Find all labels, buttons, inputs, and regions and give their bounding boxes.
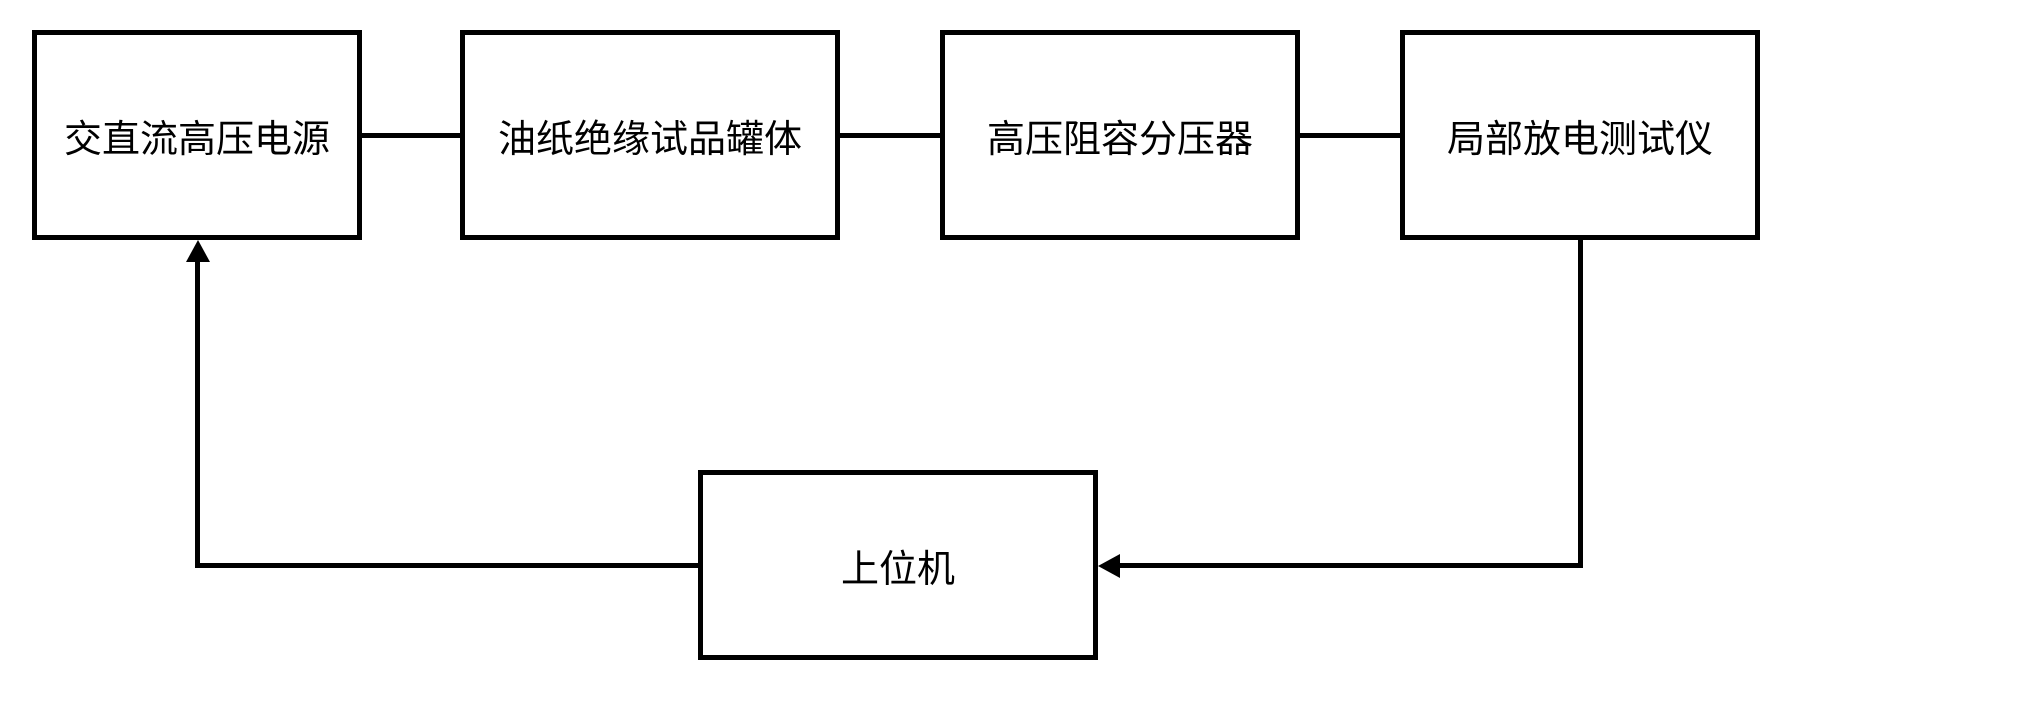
node-divider: 高压阻容分压器 [940,30,1300,240]
arrow-into-n1 [186,240,210,262]
edge-n5-n1-h [195,563,698,568]
arrow-into-n5 [1098,554,1120,578]
node-label: 局部放电测试仪 [1447,108,1713,163]
edge-n1-n2 [362,133,460,138]
diagram-canvas: 交直流高压电源 油纸绝缘试品罐体 高压阻容分压器 局部放电测试仪 上位机 [0,0,2024,720]
edge-n2-n3 [840,133,940,138]
node-power-supply: 交直流高压电源 [32,30,362,240]
node-label: 上位机 [841,538,955,593]
edge-n4-n5-h [1120,563,1583,568]
node-label: 高压阻容分压器 [987,108,1253,163]
node-label: 油纸绝缘试品罐体 [498,108,802,163]
node-sample-tank: 油纸绝缘试品罐体 [460,30,840,240]
node-label: 交直流高压电源 [64,108,330,163]
node-pd-tester: 局部放电测试仪 [1400,30,1760,240]
edge-n4-n5-v [1578,240,1583,568]
node-host-computer: 上位机 [698,470,1098,660]
edge-n5-n1-v [195,262,200,568]
edge-n3-n4 [1300,133,1400,138]
